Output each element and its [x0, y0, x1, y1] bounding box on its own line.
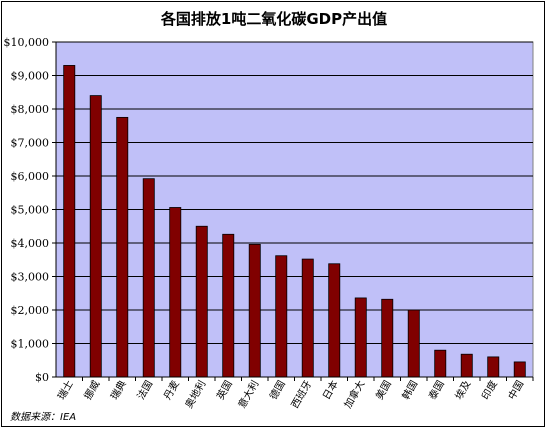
- x-category-label: 美国: [373, 378, 394, 402]
- bar: [513, 361, 526, 378]
- x-category-label: 印度: [479, 378, 500, 402]
- y-tick-label: $4,000: [11, 237, 50, 250]
- y-tick-label: $0: [35, 371, 49, 384]
- y-tick-label: $8,000: [11, 103, 50, 116]
- x-category-label: 丹麦: [161, 379, 181, 402]
- y-tick-label: $3,000: [11, 271, 50, 284]
- x-category-label: 加拿大: [341, 378, 367, 410]
- y-tick-label: $1,000: [11, 338, 50, 351]
- bar: [142, 178, 155, 378]
- y-tick-label: $2,000: [11, 304, 50, 317]
- bar: [434, 349, 447, 378]
- x-category-label: 埃及: [452, 378, 473, 402]
- x-category-label: 瑞士: [55, 378, 76, 402]
- x-category-label: 中国: [505, 378, 526, 402]
- x-category-label: 挪威: [81, 378, 102, 402]
- y-tick-label: $9,000: [11, 70, 50, 83]
- bar: [301, 258, 314, 378]
- bar: [116, 116, 129, 378]
- x-category-label: 法国: [134, 378, 155, 402]
- x-category-label: 瑞典: [108, 378, 129, 402]
- chart-title: 各国排放1吨二氧化碳GDP产出值: [160, 10, 387, 28]
- bar: [354, 297, 367, 378]
- bar: [222, 233, 235, 378]
- y-axis-tick-labels: $0 $1,000 $2,000 $3,000 $4,000 $5,000 $6,000 $7…: [4, 36, 56, 384]
- x-category-label: 泰国: [426, 378, 447, 402]
- source-note: 数据来源：IEA: [10, 411, 76, 423]
- bar: [381, 298, 394, 378]
- bars: [63, 65, 526, 378]
- x-category-label: 英国: [214, 378, 235, 402]
- gridlines: [56, 41, 533, 344]
- bar: [89, 95, 102, 378]
- bar: [195, 225, 208, 378]
- y-tick-label: $5,000: [11, 204, 50, 217]
- bar: [169, 207, 182, 378]
- x-category-label: 日本: [320, 378, 341, 402]
- x-axis-category-labels: 瑞士 挪威 瑞典 法国 丹麦 奥地利 英国 意大利 德国 西班牙 日本 加拿大 美国 韩国 泰国 埃及 印度 中国: [55, 377, 534, 411]
- x-category-label: 德国: [267, 378, 288, 402]
- y-tick-label: $10,000: [4, 36, 50, 49]
- bar: [407, 309, 420, 378]
- bar: [328, 263, 341, 378]
- y-tick-label: $7,000: [11, 137, 50, 150]
- x-category-label: 西班牙: [289, 379, 314, 411]
- bar: [275, 255, 288, 378]
- x-category-label: 韩国: [399, 378, 420, 402]
- y-tick-label: $6,000: [11, 170, 50, 183]
- x-category-label: 意大利: [235, 378, 261, 410]
- bar: [63, 65, 76, 378]
- bar: [248, 243, 261, 378]
- bar: [487, 356, 500, 378]
- x-category-label: 奥地利: [182, 378, 208, 410]
- bar: [460, 353, 473, 378]
